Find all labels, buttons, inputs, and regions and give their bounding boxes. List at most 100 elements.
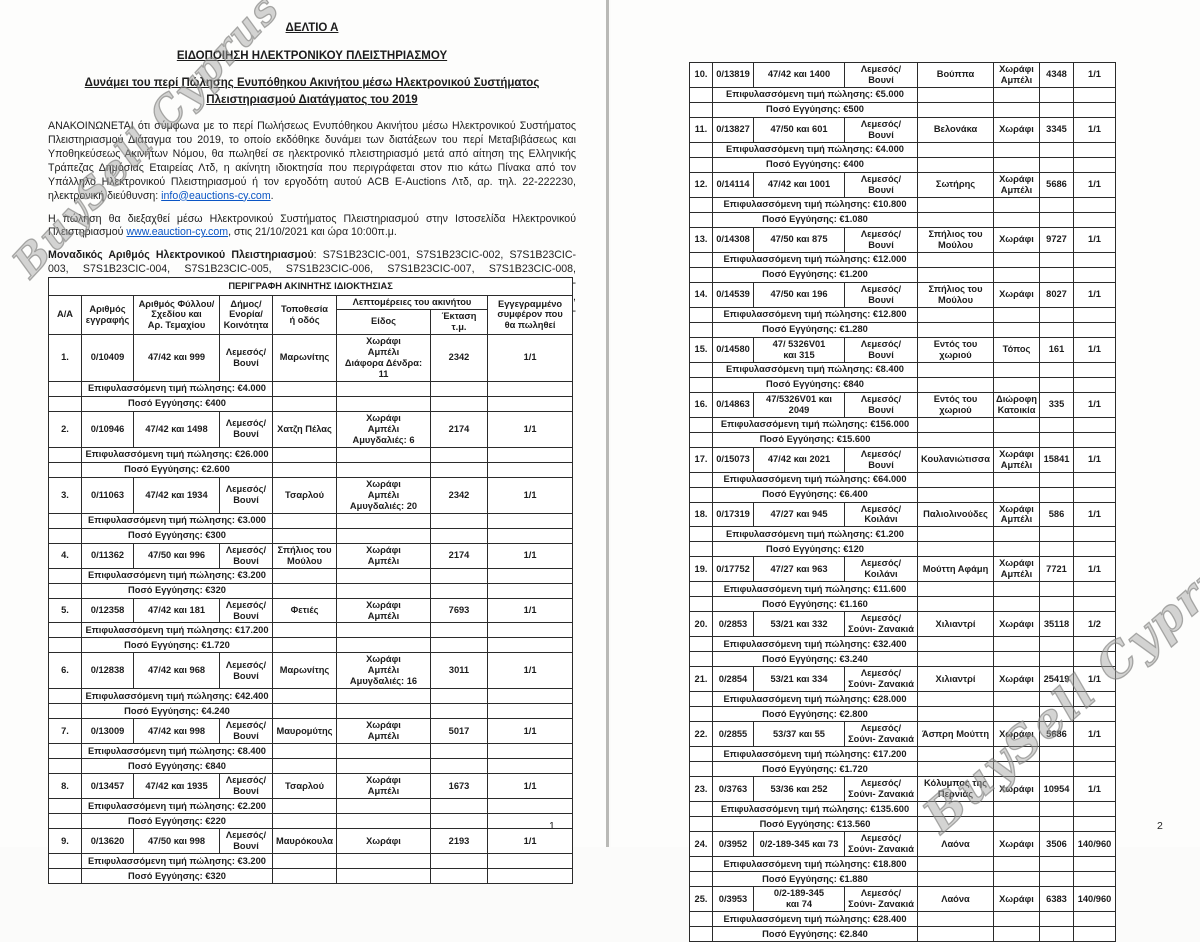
cell-blank	[48, 798, 82, 815]
cell-aa: 9.	[48, 828, 82, 855]
cell-blank	[1073, 911, 1116, 927]
cell-registered-share: 1/1	[486, 718, 574, 745]
cell-blank	[689, 141, 713, 158]
sale-text: Η πώληση θα διεξαχθεί μέσω Ηλεκτρονικού …	[48, 212, 576, 239]
cell-municipality: Λεμεσός/ Κοιλάνι	[844, 501, 918, 528]
cell-blank	[48, 527, 82, 544]
cell-registered-share: 1/1	[486, 652, 574, 690]
cell-blank	[336, 688, 431, 705]
cell-plan-sheet: 47/50 και 998	[133, 828, 220, 855]
deposit-row: Ποσό Εγγύησης: €1.720	[48, 637, 574, 654]
cell-blank	[689, 801, 713, 818]
cell-property-type: Χωράφι	[993, 281, 1040, 308]
cell-aa: 10.	[689, 62, 713, 88]
cell-blank	[689, 856, 713, 873]
cell-blank	[917, 251, 994, 268]
cell-plan-sheet: 47/50 και 996	[133, 542, 220, 569]
cell-deposit-amount: Ποσό Εγγύησης: €2.800	[712, 706, 918, 723]
cell-blank	[48, 622, 82, 639]
announcement-paragraph: ΑΝΑΚΟΙΝΩΝΕΤΑΙ ότι σύμφωνα με το περί Πωλ…	[48, 120, 576, 204]
cell-aa: 8.	[48, 773, 82, 800]
reserve-price-row: Επιφυλασσόμενη τιμή πώλησης: €156.000	[689, 416, 1116, 433]
cell-plan-sheet: 47/50 και 601	[753, 116, 845, 143]
cell-deposit-amount: Ποσό Εγγύησης: €13.560	[712, 816, 918, 833]
cell-property-type: Χωράφι Αμπέλι Διάφορα Δένδρα: 11	[336, 333, 431, 382]
cell-area-sqm: 15841	[1039, 446, 1074, 473]
cell-plan-sheet: 47/42 και 1001	[753, 171, 845, 198]
cell-registered-share: 1/1	[1073, 171, 1116, 198]
cell-blank	[48, 703, 82, 720]
cell-aa: 20.	[689, 611, 713, 638]
cell-location: Λαόνα	[917, 831, 994, 858]
cell-area-sqm: 4348	[1039, 62, 1074, 88]
cell-blank	[993, 306, 1040, 323]
cell-blank	[689, 541, 713, 558]
cell-area-sqm: 10954	[1039, 776, 1074, 803]
reserve-price-row: Επιφυλασσόμενη τιμή πώλησης: €17.200	[689, 746, 1116, 763]
cell-blank	[1073, 471, 1116, 488]
cell-property-type: Χωράφι	[336, 828, 431, 855]
cell-blank	[48, 758, 82, 775]
reserve-price-row: Επιφυλασσόμενη τιμή πώλησης: €4.000	[689, 141, 1116, 158]
cell-registered-share: 1/1	[486, 542, 574, 569]
cell-registration-number: 0/13009	[81, 718, 134, 745]
cell-registered-share: 1/1	[486, 828, 574, 855]
cell-municipality: Λεμεσός/ Βουνί	[844, 116, 918, 143]
property-row: 18. 0/17319 47/27 και 945 Λεμεσός/ Κοιλάνι Π…	[689, 501, 1116, 528]
cell-plan-sheet: 47/42 και 998	[133, 718, 220, 745]
email-link[interactable]: info@eauctions-cy.com	[161, 189, 271, 202]
cell-plan-sheet: 47/ 5326V01 και 315	[753, 336, 845, 363]
col-header-share: Εγγεγραμμένο συμφέρον που θα πωληθεί	[486, 295, 574, 335]
cell-municipality: Λεμεσός/ Βουνί	[219, 828, 273, 855]
cell-blank	[917, 431, 994, 448]
cell-municipality: Λεμεσός/ Βουνί	[219, 542, 273, 569]
cell-blank	[917, 816, 994, 833]
doc-title: ΔΕΛΤΙΟ Α	[285, 22, 339, 34]
cell-location: Χατζη Πέλας	[272, 410, 337, 448]
deposit-row: Ποσό Εγγύησης: €6.400	[689, 486, 1116, 503]
deposit-row: Ποσό Εγγύησης: €400	[689, 156, 1116, 173]
cell-blank	[336, 461, 431, 478]
cell-deposit-amount: Ποσό Εγγύησης: €6.400	[712, 486, 918, 503]
cell-blank	[689, 196, 713, 213]
cell-blank	[689, 651, 713, 668]
cell-registered-share: 1/1	[486, 410, 574, 448]
cell-blank	[272, 461, 337, 478]
reserve-price-row: Επιφυλασσόμενη τιμή πώλησης: €10.800	[689, 196, 1116, 213]
cell-registered-share: 1/1	[1073, 391, 1116, 418]
cell-plan-sheet: 47/42 και 999	[133, 333, 220, 382]
cell-municipality: Λεμεσός/ Βουνί	[844, 336, 918, 363]
deposit-row: Ποσό Εγγύησης: €2.800	[689, 706, 1116, 723]
cell-plan-sheet: 47/42 και 1935	[133, 773, 220, 800]
cell-plan-sheet: 0/2-189-345 και 74	[753, 886, 845, 912]
deposit-row: Ποσό Εγγύησης: €120	[689, 541, 1116, 558]
cell-deposit-amount: Ποσό Εγγύησης: €400	[81, 395, 273, 412]
cell-blank	[993, 651, 1040, 668]
cell-blank	[917, 141, 994, 158]
cell-blank	[993, 416, 1040, 433]
cell-blank	[917, 691, 994, 708]
cell-location: Βελονάκα	[917, 116, 994, 143]
cell-blank	[272, 637, 337, 654]
cell-location: Μούττη Αφάμη	[917, 556, 994, 583]
cell-aa: 4.	[48, 542, 82, 569]
cell-blank	[993, 211, 1040, 228]
cell-registration-number: 0/11362	[81, 542, 134, 569]
cell-blank	[430, 637, 488, 654]
cell-property-type: Χωράφι	[993, 611, 1040, 638]
website-link[interactable]: www.eauction-cy.com	[126, 226, 229, 239]
property-row: 15. 0/14580 47/ 5326V01 και 315 Λεμεσός/ Βο…	[689, 336, 1116, 363]
cell-blank	[1073, 761, 1116, 778]
cell-blank	[689, 86, 713, 103]
cell-blank	[1039, 431, 1074, 448]
cell-blank	[917, 761, 994, 778]
cell-blank	[1073, 651, 1116, 668]
cell-blank	[1039, 636, 1074, 653]
cell-location: Μαρωνίτης	[272, 652, 337, 690]
cell-registered-share: 1/1	[1073, 556, 1116, 583]
cell-reserve-price: Επιφυλασσόμενη τιμή πώλησης: €26.000	[81, 446, 273, 463]
deposit-row: Ποσό Εγγύησης: €500	[689, 101, 1116, 118]
page-divider	[606, 0, 609, 847]
cell-location: Κουλανιώτισσα	[917, 446, 994, 473]
cell-registration-number: 0/12358	[81, 597, 134, 624]
